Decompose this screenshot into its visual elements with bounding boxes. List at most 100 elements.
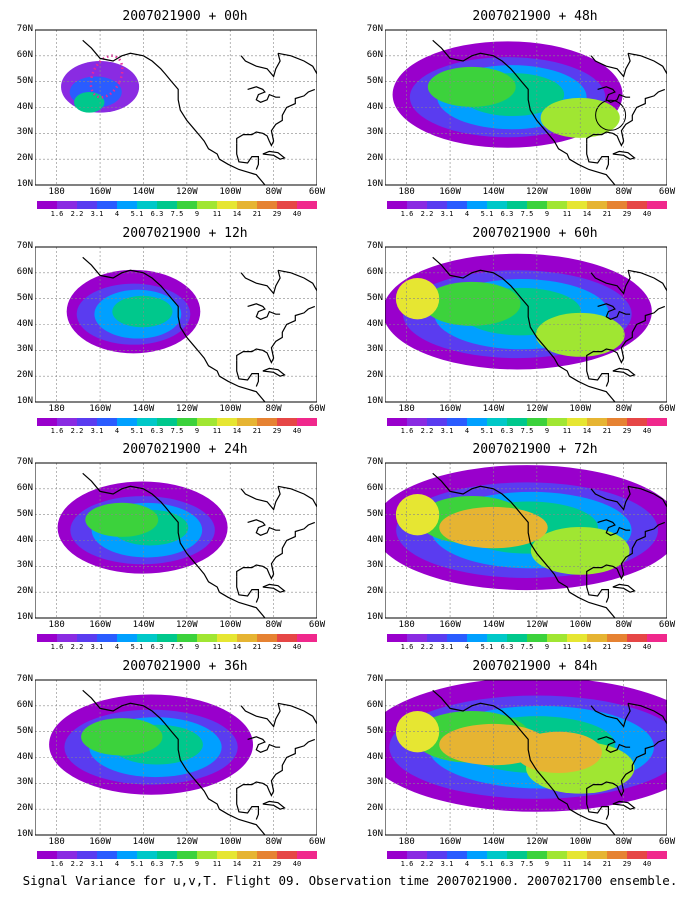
y-tick-label: 30N bbox=[16, 777, 33, 788]
colorbar-label: 40 bbox=[292, 427, 302, 435]
coastline bbox=[590, 703, 631, 728]
colorbar-label: 21 bbox=[252, 427, 262, 435]
x-tick-label: 120W bbox=[526, 620, 548, 630]
coastline bbox=[82, 472, 266, 618]
colorbar-swatch bbox=[467, 201, 487, 209]
colorbar-label: 29 bbox=[622, 427, 632, 435]
coastline bbox=[236, 360, 259, 387]
colorbar-swatch bbox=[507, 418, 527, 426]
colorbar-swatch bbox=[507, 851, 527, 859]
colorbar-swatch bbox=[467, 634, 487, 642]
colorbar-swatch bbox=[567, 851, 587, 859]
colorbar-label: 29 bbox=[622, 860, 632, 868]
colorbar-label: 11 bbox=[562, 427, 572, 435]
x-tick-label: 160W bbox=[439, 837, 461, 847]
colorbar-swatch bbox=[407, 201, 427, 209]
colorbar-label: 2.2 bbox=[70, 643, 84, 651]
colorbar-swatch bbox=[117, 851, 137, 859]
map-frame bbox=[35, 462, 317, 619]
x-tick-label: 80W bbox=[615, 404, 632, 414]
colorbar-swatch bbox=[567, 634, 587, 642]
panel-24h: 2007021900 + 24h 70N 60N 50N 40N 30N 20N 10N 18… bbox=[17, 442, 335, 655]
y-tick-label: 60N bbox=[366, 699, 383, 710]
colorbar-swatch bbox=[57, 418, 77, 426]
colorbar-swatch bbox=[487, 851, 507, 859]
x-tick-label: 180 bbox=[48, 837, 65, 847]
colorbar-swatch bbox=[487, 634, 507, 642]
y-tick-label: 50N bbox=[16, 292, 33, 303]
x-tick-label: 140W bbox=[482, 187, 505, 197]
coastline bbox=[247, 736, 281, 753]
coastline bbox=[627, 52, 667, 75]
colorbar-swatch bbox=[277, 418, 297, 426]
x-tick-label: 160W bbox=[439, 404, 461, 414]
colorbar-label: 4 bbox=[464, 427, 470, 435]
x-tick-label: 80W bbox=[265, 404, 282, 414]
variance-map bbox=[35, 462, 317, 619]
colorbar-swatch bbox=[387, 201, 407, 209]
y-tick-label: 40N bbox=[366, 101, 383, 112]
colorbar-swatch bbox=[217, 418, 237, 426]
coastline bbox=[597, 86, 631, 103]
colorbar-swatch bbox=[427, 634, 447, 642]
colorbar-swatch bbox=[237, 634, 257, 642]
y-tick-label: 70N bbox=[366, 457, 383, 467]
colorbar-swatch bbox=[137, 851, 157, 859]
x-tick-label: 180 bbox=[398, 404, 415, 414]
colorbar-swatch bbox=[37, 418, 57, 426]
colorbar-label: 21 bbox=[252, 210, 262, 218]
figure-caption: Signal Variance for u,v,T. Flight 09. Ob… bbox=[22, 873, 678, 888]
colorbar-label: 5.1 bbox=[480, 427, 494, 435]
colorbar-label: 6.3 bbox=[150, 210, 164, 218]
colorbar-label: 14 bbox=[582, 427, 592, 435]
coastline bbox=[262, 800, 286, 810]
colorbar-swatch bbox=[137, 634, 157, 642]
y-tick-label: 60N bbox=[366, 266, 383, 277]
colorbar-swatch bbox=[257, 851, 277, 859]
variance-map bbox=[35, 679, 317, 836]
coastline bbox=[236, 143, 259, 170]
colorbar-swatch bbox=[77, 418, 97, 426]
colorbar-label: 4 bbox=[464, 210, 470, 218]
y-tick-label: 60N bbox=[16, 699, 33, 710]
colorbar bbox=[37, 201, 317, 209]
y-tick-label: 60N bbox=[366, 482, 383, 493]
colorbar-label: 5.1 bbox=[130, 860, 144, 868]
colorbar-label: 1.6 bbox=[50, 427, 64, 435]
colorbar-label: 11 bbox=[562, 643, 572, 651]
coastline bbox=[586, 793, 609, 820]
panel-title: 2007021900 + 24h bbox=[122, 442, 248, 457]
y-tick-label: 60N bbox=[366, 49, 383, 60]
colorbar-label: 6.3 bbox=[150, 643, 164, 651]
colorbar-swatch bbox=[197, 201, 217, 209]
colorbar-swatch bbox=[37, 201, 57, 209]
x-tick-label: 180 bbox=[48, 404, 65, 414]
coastline bbox=[277, 52, 317, 75]
x-tick-label: 100W bbox=[219, 620, 242, 630]
y-tick-label: 70N bbox=[366, 674, 383, 684]
x-tick-label: 180 bbox=[48, 620, 65, 630]
colorbar-swatch bbox=[587, 201, 607, 209]
colorbar bbox=[387, 201, 667, 209]
colorbar-label: 3.1 bbox=[90, 860, 104, 868]
x-tick-label: 80W bbox=[265, 837, 282, 847]
x-tick-label: 120W bbox=[176, 837, 198, 847]
x-tick-label: 180 bbox=[398, 837, 415, 847]
x-tick-label: 80W bbox=[615, 620, 632, 630]
y-tick-label: 20N bbox=[16, 153, 33, 164]
colorbar-label: 3.1 bbox=[440, 427, 454, 435]
coastline bbox=[262, 367, 286, 377]
colorbar bbox=[37, 634, 317, 642]
coastline bbox=[277, 269, 317, 292]
x-tick-label: 60W bbox=[658, 404, 676, 414]
colorbar-label: 21 bbox=[602, 643, 612, 651]
colorbar-label: 3.1 bbox=[440, 860, 454, 868]
panel-12h: 2007021900 + 12h 70N 60N 50N 40N 30N 20N 10N 18… bbox=[17, 227, 335, 439]
colorbar-swatch bbox=[197, 851, 217, 859]
y-tick-label: 50N bbox=[366, 75, 383, 86]
colorbar-swatch bbox=[257, 418, 277, 426]
map-frame bbox=[35, 246, 317, 403]
colorbar-label: 21 bbox=[602, 860, 612, 868]
colorbar-label: 2.2 bbox=[420, 210, 434, 218]
y-tick-label: 20N bbox=[366, 153, 383, 164]
